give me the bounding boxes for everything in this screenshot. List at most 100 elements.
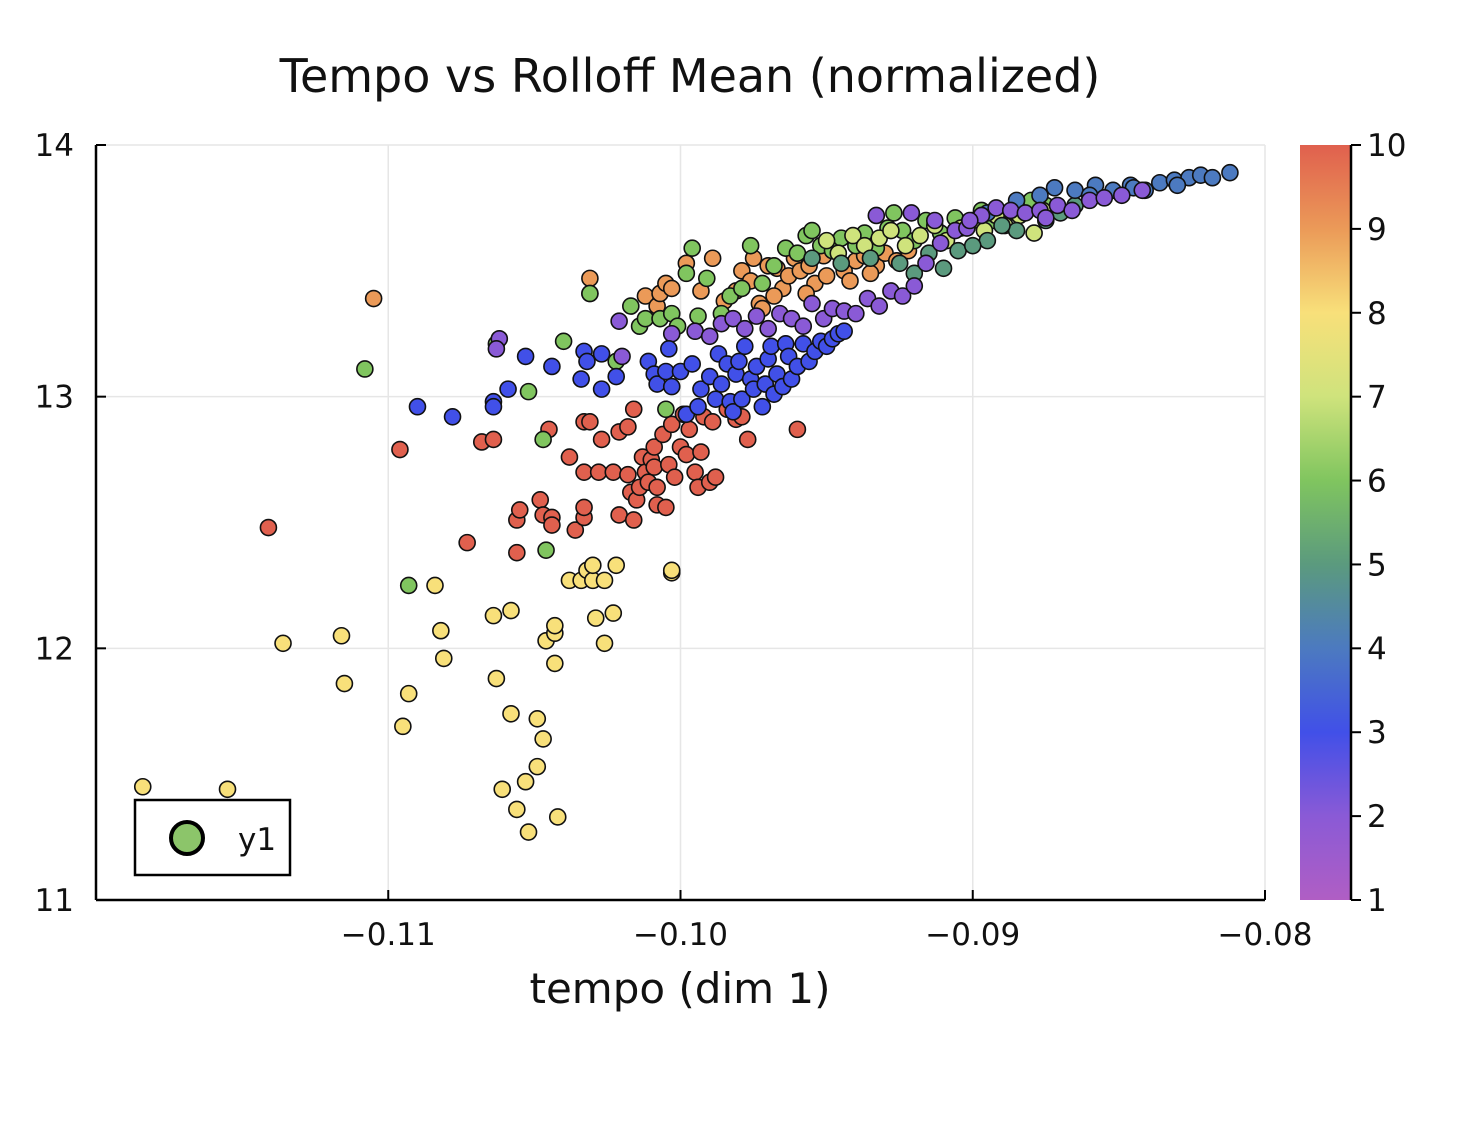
y-tick-label: 14 [35,128,74,164]
data-point [581,269,599,288]
data-point [885,204,903,222]
x-tick-label: −0.08 [1218,917,1313,953]
data-point [733,390,751,408]
data-point [1168,176,1187,195]
data-point [487,340,506,358]
data-point [493,780,512,799]
data-point [730,352,748,371]
data-point [432,621,450,640]
data-point [949,241,967,260]
data-point [893,287,912,305]
data-point [765,256,783,275]
data-point [1037,209,1055,227]
data-point [391,440,409,459]
data-point [528,757,547,776]
data-point [890,254,909,273]
data-point [861,249,880,268]
data-point [686,322,704,341]
data-point [683,355,701,373]
data-point [607,367,626,386]
colorbar-tick-label: 5 [1367,547,1387,583]
data-point [925,211,944,230]
data-point [575,463,593,481]
data-point [572,370,590,388]
legend: y1 [133,798,292,877]
x-ticks: −0.11 −0.10 −0.09 −0.08 [341,890,1313,953]
data-point [753,274,772,293]
data-point [706,468,725,487]
x-tick-label: −0.09 [925,917,1020,953]
data-point [911,226,929,245]
data-point [335,674,354,693]
data-point [665,468,684,487]
data-point [534,430,552,449]
data-point [408,397,427,416]
data-point [794,317,813,336]
data-point [613,347,631,366]
data-point [759,319,777,338]
data-point [560,448,579,466]
data-point [1112,186,1131,205]
data-point [683,239,701,257]
data-points [133,163,1239,841]
data-point [662,561,681,580]
colorbar: 1 2 3 4 5 6 7 8 9 10 [1300,128,1406,919]
data-point [443,407,462,426]
data-point [1080,191,1099,210]
data-point [619,418,637,436]
data-point [584,556,602,575]
data-point [1025,224,1043,242]
data-point [724,402,742,421]
data-point [1001,201,1020,220]
data-point [519,382,538,401]
data-point [610,312,628,330]
data-point [1016,204,1035,222]
data-point [534,730,552,748]
data-point [841,272,859,290]
data-point [882,221,900,240]
data-point [531,491,550,509]
data-point [502,601,520,620]
colorbar-tick-label: 2 [1367,799,1387,835]
data-point [847,304,865,323]
data-point [692,443,710,461]
data-point [978,231,997,250]
data-point [934,259,953,278]
x-tick-label: −0.10 [633,917,728,953]
data-point [803,249,821,268]
data-point [610,506,628,524]
data-point [595,634,614,653]
data-point [1095,189,1114,207]
data-point [712,375,731,393]
y-ticks: 11 12 13 14 [35,128,106,919]
data-point [645,438,663,456]
y-tick-label: 13 [35,380,74,416]
data-point [586,609,605,627]
data-point [546,616,564,635]
data-point [566,521,585,539]
legend-entry-label: y1 [238,822,276,858]
colorbar-tick-label: 9 [1367,212,1387,248]
data-point [724,309,742,328]
data-point [1133,181,1152,200]
data-point [458,533,476,552]
data-point [1048,196,1067,215]
data-point [662,279,681,298]
data-point [1007,221,1026,240]
data-point [399,576,418,595]
chart-title: Tempo vs Rolloff Mean (normalized) [279,49,1101,103]
y-tick-label: 12 [35,631,74,667]
colorbar-gradient [1300,145,1351,900]
data-point [762,337,780,356]
colorbar-tick-label: 7 [1367,380,1387,416]
data-point [738,430,757,449]
data-point [1221,163,1239,182]
x-axis-label: tempo (dim 1) [529,964,830,1013]
data-point [487,669,506,688]
data-point [548,808,567,826]
data-point [546,654,564,673]
data-point [680,420,699,439]
data-point [835,322,853,341]
data-point [218,780,237,799]
